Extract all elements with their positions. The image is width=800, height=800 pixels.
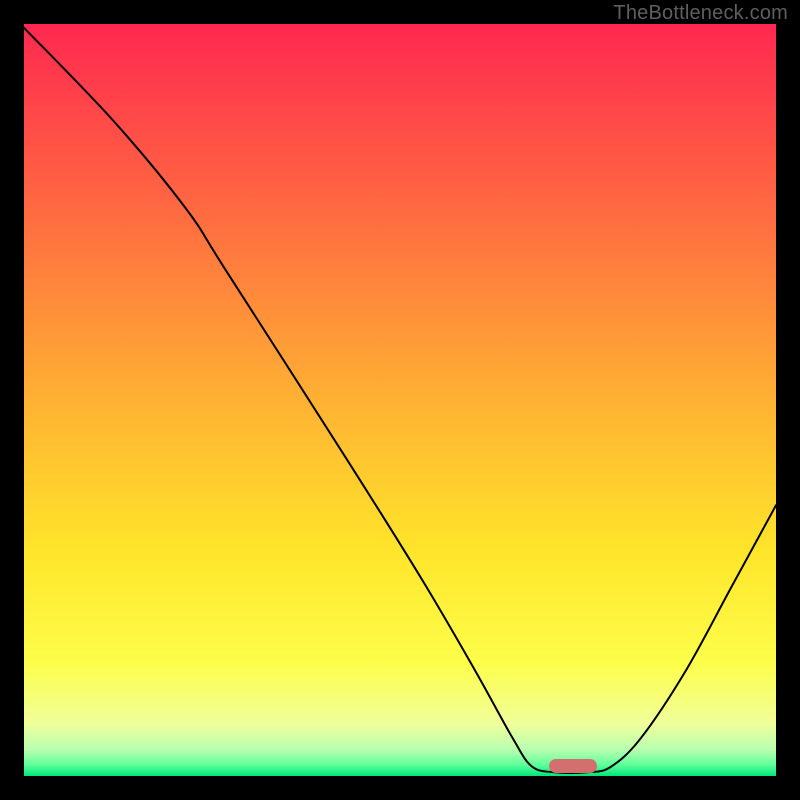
chart-svg bbox=[24, 24, 776, 776]
watermark-text: TheBottleneck.com bbox=[613, 2, 788, 25]
chart-background bbox=[24, 24, 776, 776]
chart-plot-area bbox=[24, 24, 776, 776]
